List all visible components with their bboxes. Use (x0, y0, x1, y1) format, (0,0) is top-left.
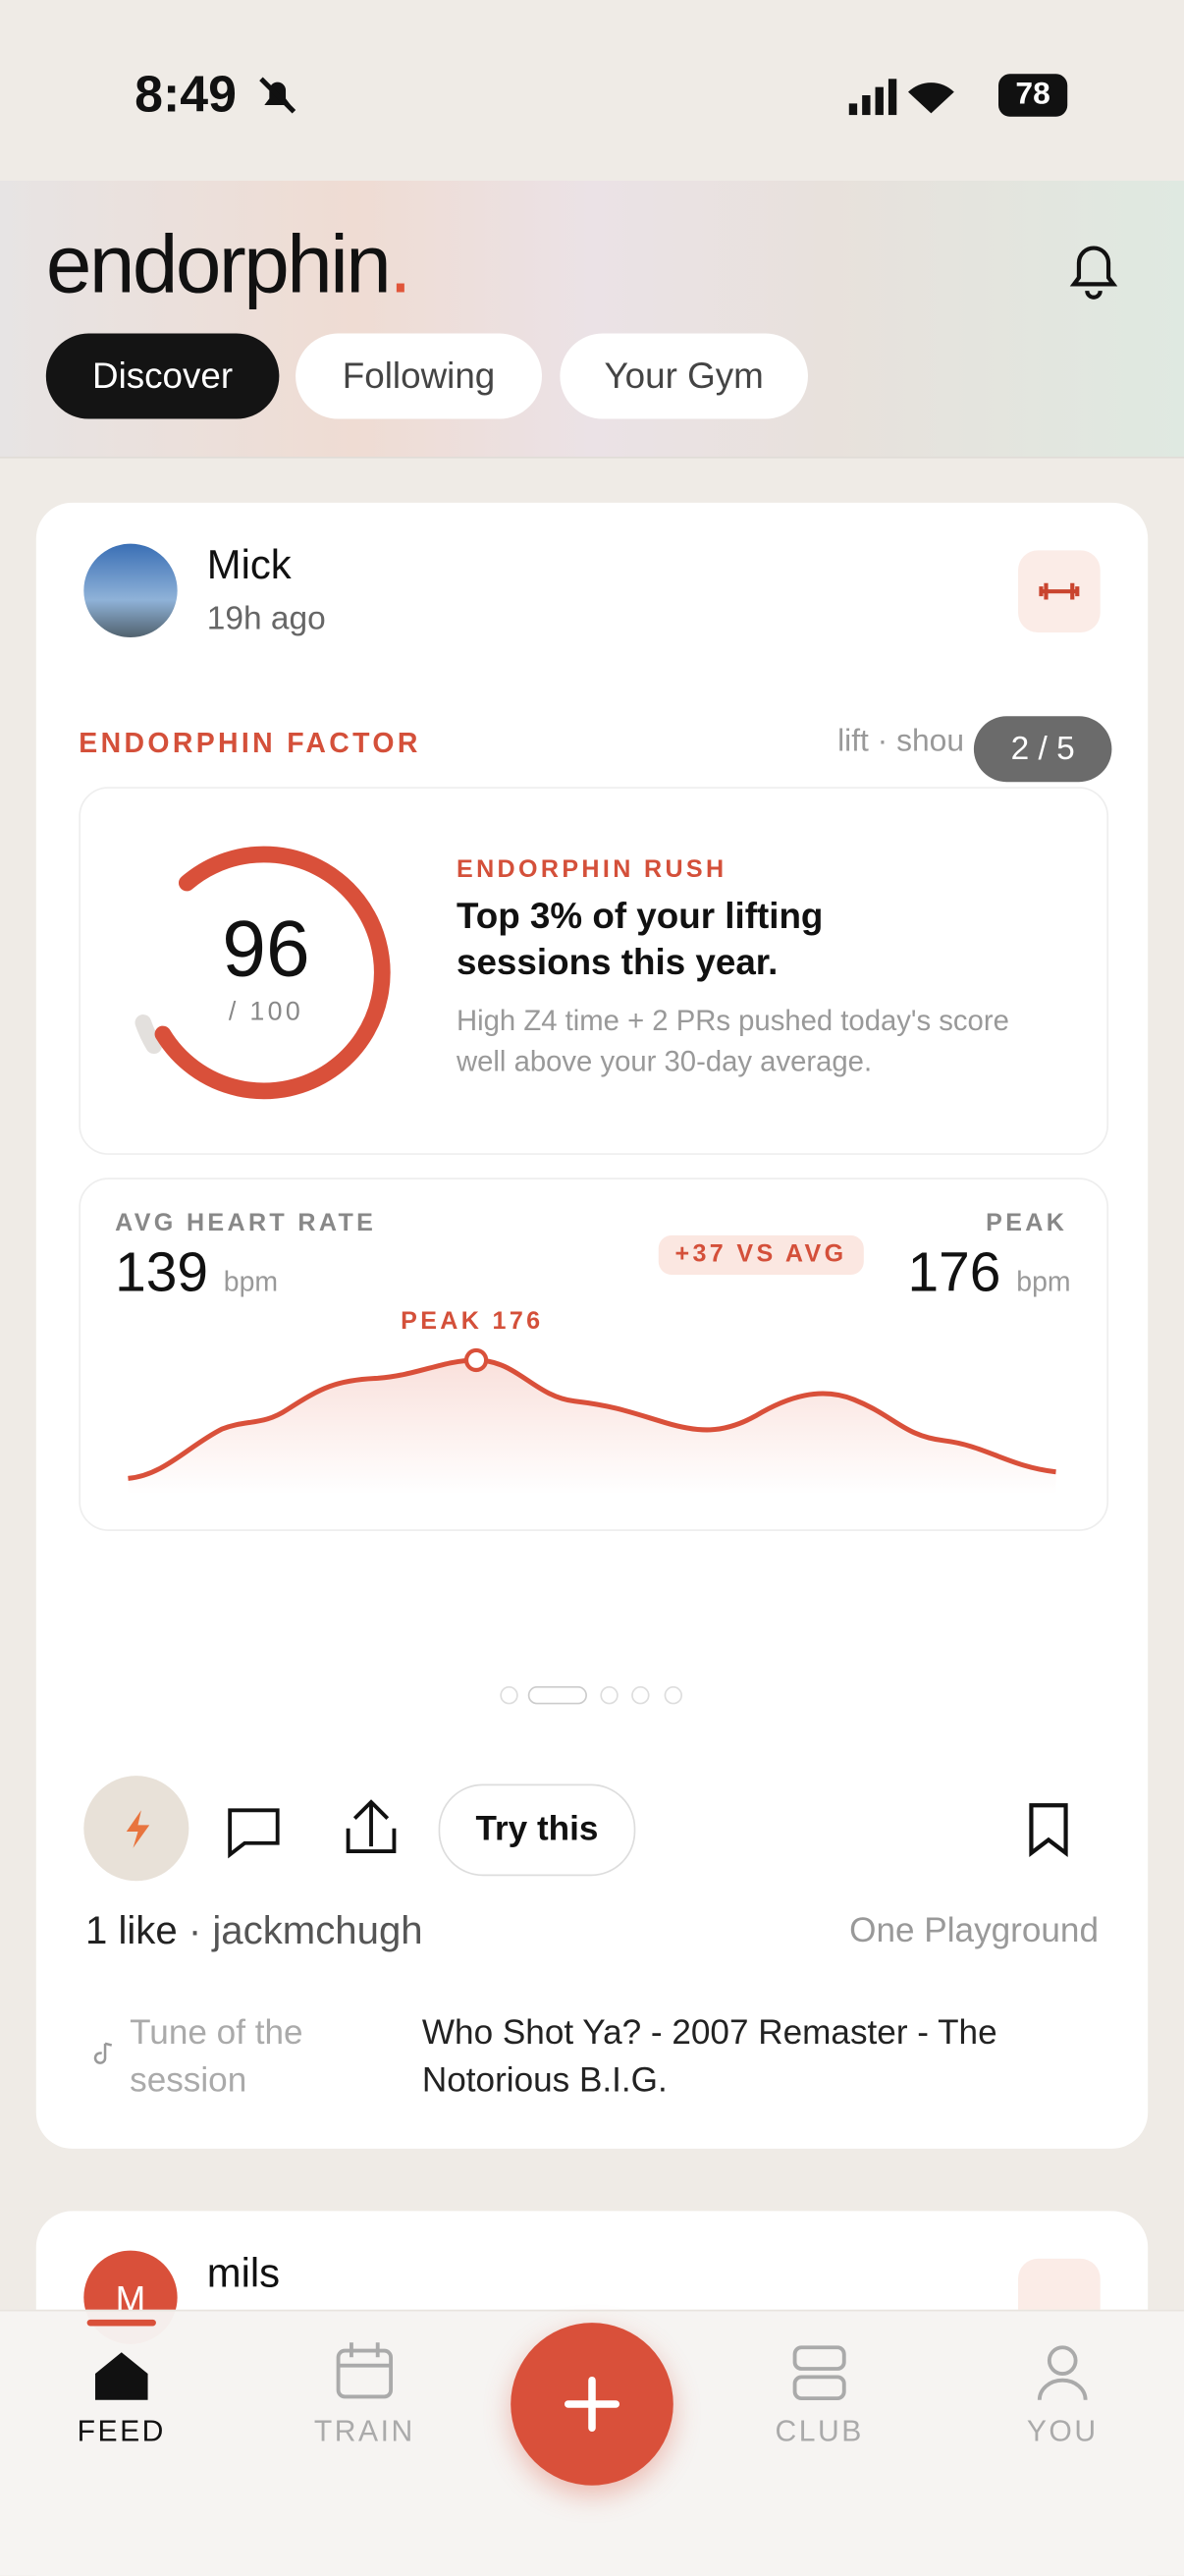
score-max: / 100 (228, 998, 304, 1027)
factor-label: ENDORPHIN RUSH (457, 855, 727, 884)
avg-value: 139 bpm (115, 1242, 278, 1306)
user-name[interactable]: Mick (206, 541, 292, 588)
unit: bpm (1016, 1266, 1071, 1298)
score-ring (135, 846, 391, 1100)
peak-label: PEAK (986, 1209, 1068, 1237)
delta-badge: +37 VS AVG (658, 1234, 864, 1275)
tab[interactable]: Discover (45, 333, 280, 419)
likes: 1 like · jackmchugh (85, 1909, 423, 1955)
tab[interactable]: Your Gym (560, 333, 808, 419)
factor-body: High Z4 time + 2 PRs pushed today's scor… (457, 1004, 1009, 1078)
nav-item[interactable]: FEED (77, 2414, 166, 2448)
nav-item[interactable]: YOU (1026, 2414, 1099, 2448)
activity-icon (1018, 550, 1101, 632)
signal-wifi (848, 79, 954, 116)
brand-name: endorphin (45, 218, 392, 311)
factor-headline: Top 3% of your lifting sessions this yea… (457, 895, 824, 983)
avg: 139 (115, 1241, 208, 1305)
liker[interactable]: · jackmchugh (188, 1908, 423, 1953)
mute-icon (259, 77, 296, 114)
nav-icons (95, 2342, 1088, 2401)
tab[interactable]: Following (296, 333, 542, 419)
peak-marker-label: PEAK 176 (401, 1307, 544, 1336)
avg-label: AVG HEART RATE (115, 1209, 377, 1237)
bell[interactable] (1064, 239, 1123, 301)
battery: 78 (997, 74, 1068, 117)
add-button[interactable] (511, 2323, 673, 2486)
post-time: 19h ago (206, 601, 326, 637)
section-label: ENDORPHIN FACTOR (79, 727, 421, 759)
peak-value: 176 bpm (871, 1242, 1071, 1306)
score: 96 (222, 906, 310, 994)
nav-item[interactable]: TRAIN (313, 2414, 415, 2448)
user-name[interactable]: mils (206, 2250, 281, 2297)
brand: endorphin. (45, 217, 412, 312)
nav-item[interactable]: CLUB (775, 2414, 864, 2448)
try-button[interactable]: Try this (438, 1783, 636, 1877)
avatar[interactable] (83, 543, 178, 637)
tags: lift · shou (837, 724, 965, 759)
like-count[interactable]: 1 like (84, 1908, 178, 1953)
active-indicator (86, 2319, 156, 2327)
peak: 176 (907, 1241, 1001, 1305)
pager: 2 / 5 (973, 716, 1112, 783)
gym: One Playground (849, 1911, 1100, 1950)
clock: 8:49 (135, 65, 237, 124)
tune-label: Tune of the session (130, 2013, 303, 2100)
tune[interactable]: Who Shot Ya? - 2007 Remaster - The Notor… (421, 2013, 997, 2100)
unit: bpm (223, 1266, 279, 1298)
brand-dot: . (389, 218, 411, 311)
